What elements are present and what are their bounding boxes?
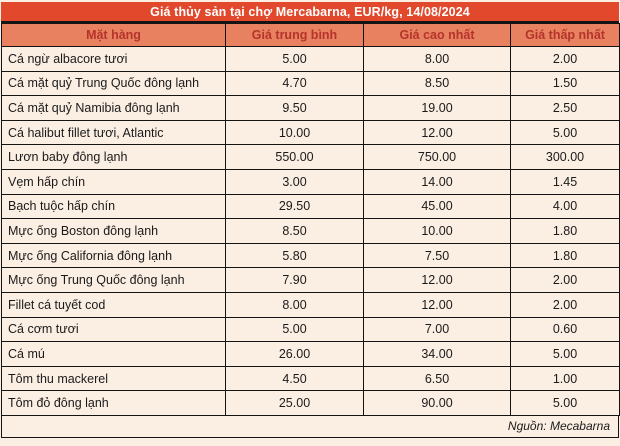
price-cell: 14.00 (363, 168, 511, 195)
table-row: Mực ống Trung Quốc đông lạnh 7.90 12.00 2.0… (1, 267, 620, 293)
table-row: Tôm đỏ đông lạnh 25.00 90.00 5.00 (1, 390, 620, 416)
column-header: Mặt hàng (1, 23, 226, 47)
item-name-cell: Mực ống Boston đông lạnh (1, 218, 226, 244)
price-cell: 550.00 (225, 144, 364, 170)
price-cell: 5.00 (225, 46, 364, 72)
item-name-cell: Cá mặt quỷ Namibia đông lạnh (1, 95, 226, 121)
price-cell: 19.00 (363, 95, 511, 121)
table-body: Cá ngừ albacore tươi 5.00 8.00 2.00 Cá mặt q… (1, 46, 620, 416)
price-cell: 2.00 (510, 291, 620, 318)
table-row: Cá cơm tươi 5.00 7.00 0.60 (1, 316, 620, 343)
item-name-cell: Cá halibut fillet tươi, Atlantic (1, 119, 226, 146)
price-cell: 8.00 (225, 291, 364, 318)
price-cell: 1.50 (510, 70, 620, 97)
price-cell: 4.70 (225, 70, 364, 97)
price-cell: 4.00 (510, 193, 620, 220)
table-row: Fillet cá tuyết cod 8.00 12.00 2.00 (1, 291, 620, 318)
source-note: Nguồn: Mecabarna (1, 415, 619, 438)
table-row: Tôm thu mackerel 4.50 6.50 1.00 (1, 365, 620, 392)
table-row: Mực ống California đông lạnh 5.80 7.50 1.80 (1, 242, 620, 269)
price-cell: 2.50 (510, 95, 620, 121)
price-cell: 10.00 (225, 119, 364, 146)
price-cell: 8.00 (363, 46, 511, 72)
item-name-cell: Bạch tuộc hấp chín (1, 193, 226, 220)
price-cell: 45.00 (363, 193, 511, 220)
price-cell: 5.00 (510, 390, 620, 416)
price-cell: 7.50 (363, 242, 511, 269)
price-cell: 5.00 (510, 341, 620, 367)
price-cell: 25.00 (225, 390, 364, 416)
item-name-cell: Cá mú (1, 341, 226, 367)
item-name-cell: Tôm đỏ đông lạnh (1, 390, 226, 416)
table-row: Cá mặt quỷ Namibia đông lạnh 9.50 19.00 2.5… (1, 95, 620, 121)
price-cell: 12.00 (363, 291, 511, 318)
column-header: Giá thấp nhất (510, 23, 620, 47)
column-header: Giá trung bình (225, 23, 364, 47)
item-name-cell: Tôm thu mackerel (1, 365, 226, 392)
price-cell: 7.90 (225, 267, 364, 293)
price-cell: 1.00 (510, 365, 620, 392)
price-cell: 750.00 (363, 144, 511, 170)
table-row: Bạch tuộc hấp chín 29.50 45.00 4.00 (1, 193, 620, 220)
price-cell: 9.50 (225, 95, 364, 121)
price-cell: 29.50 (225, 193, 364, 220)
price-cell: 1.80 (510, 242, 620, 269)
item-name-cell: Mực ống Trung Quốc đông lạnh (1, 267, 226, 293)
item-name-cell: Cá mặt quỷ Trung Quốc đông lạnh (1, 70, 226, 97)
price-cell: 6.50 (363, 365, 511, 392)
price-table: Mặt hàng Giá trung bình Giá cao nhất Giá th… (1, 23, 620, 416)
price-cell: 90.00 (363, 390, 511, 416)
item-name-cell: Cá ngừ albacore tươi (1, 46, 226, 72)
table-row: Cá mú 26.00 34.00 5.00 (1, 341, 620, 367)
price-cell: 4.50 (225, 365, 364, 392)
price-cell: 8.50 (225, 218, 364, 244)
price-cell: 5.80 (225, 242, 364, 269)
price-cell: 12.00 (363, 119, 511, 146)
table-row: Cá ngừ albacore tươi 5.00 8.00 2.00 (1, 46, 620, 72)
price-cell: 300.00 (510, 144, 620, 170)
item-name-cell: Mực ống California đông lạnh (1, 242, 226, 269)
item-name-cell: Cá cơm tươi (1, 316, 226, 343)
item-name-cell: Fillet cá tuyết cod (1, 291, 226, 318)
price-cell: 3.00 (225, 168, 364, 195)
price-cell: 26.00 (225, 341, 364, 367)
price-cell: 34.00 (363, 341, 511, 367)
price-cell: 1.80 (510, 218, 620, 244)
price-cell: 5.00 (225, 316, 364, 343)
item-name-cell: Vẹm hấp chín (1, 168, 226, 195)
table-row: Cá halibut fillet tươi, Atlantic 10.00 12.… (1, 119, 620, 146)
table-row: Cá mặt quỷ Trung Quốc đông lạnh 4.70 8.50 1… (1, 70, 620, 97)
item-name-cell: Lươn baby đông lạnh (1, 144, 226, 170)
price-cell: 8.50 (363, 70, 511, 97)
header-row: Mặt hàng Giá trung bình Giá cao nhất Giá th… (1, 23, 620, 47)
column-header: Giá cao nhất (363, 23, 511, 47)
price-cell: 10.00 (363, 218, 511, 244)
price-cell: 12.00 (363, 267, 511, 293)
price-cell: 2.00 (510, 46, 620, 72)
price-cell: 0.60 (510, 316, 620, 343)
price-cell: 1.45 (510, 168, 620, 195)
table-row: Mực ống Boston đông lạnh 8.50 10.00 1.80 (1, 218, 620, 244)
price-cell: 2.00 (510, 267, 620, 293)
price-cell: 7.00 (363, 316, 511, 343)
table-title: Giá thủy sản tại chợ Mercabarna, EUR/kg,… (1, 2, 619, 23)
price-cell: 5.00 (510, 119, 620, 146)
table-row: Lươn baby đông lạnh 550.00 750.00 300.00 (1, 144, 620, 170)
table-row: Vẹm hấp chín 3.00 14.00 1.45 (1, 168, 620, 195)
